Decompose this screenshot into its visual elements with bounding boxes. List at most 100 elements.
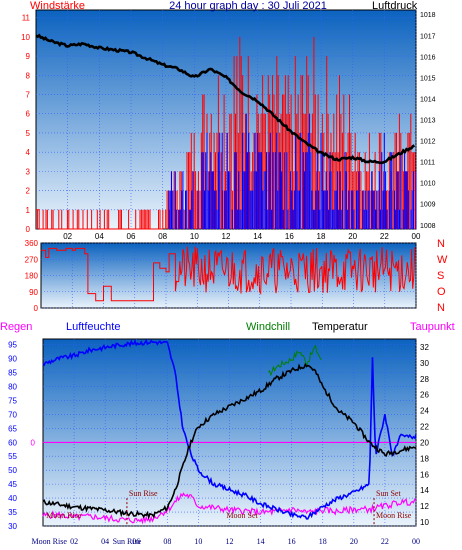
x-tick-label: 22	[381, 537, 389, 546]
y-tick-label-humidity: 30	[8, 522, 17, 531]
y-tick-label-temperature: 30	[420, 359, 429, 368]
y-tick-label-direction: 360	[25, 239, 39, 248]
event-label: Moon Rise	[376, 511, 412, 520]
x-tick-label: 14	[253, 232, 262, 241]
wind-pressure-axes: 0123456789101110081009101010111012101310…	[21, 12, 436, 241]
y-tick-label-temperature: 10	[420, 518, 429, 527]
rain-label: Regen	[0, 321, 32, 333]
y-tick-label-temperature: 18	[420, 454, 429, 463]
y-tick-label-humidity: 50	[8, 466, 17, 475]
y-tick-label-pressure: 1018	[420, 12, 436, 19]
x-tick-label: 06	[127, 232, 136, 241]
pressure-right-label: Luftdruck	[372, 0, 418, 12]
wind-direction-series	[41, 246, 416, 302]
y-tick-label-humidity: 80	[8, 382, 17, 391]
y-tick-label-wind: 11	[22, 14, 31, 23]
y-tick-label-direction: 0	[34, 304, 39, 313]
y-tick-label-wind: 7	[26, 91, 31, 100]
y-tick-label-humidity: 70	[8, 410, 17, 419]
wind-pressure-series	[35, 33, 417, 230]
x-tick-label: 00	[412, 232, 421, 241]
x-tick-label: 16	[288, 537, 296, 546]
temp-humidity-series	[42, 338, 417, 526]
pressure-line	[35, 33, 416, 165]
temp-humidity-axes: 30 35 40 45 50 55 60 65 70 75 80 85 90 95 10 12 14 16 18 20…	[8, 341, 429, 546]
dewpoint-label: Taupunkt	[410, 321, 455, 333]
y-tick-label-temperature: 32	[420, 343, 429, 352]
event-label: Moon Rise	[46, 511, 82, 520]
compass-label: O	[437, 286, 446, 298]
temperature-label: Temperatur	[312, 321, 368, 333]
humidity-line	[42, 338, 417, 520]
compass-label: W	[437, 254, 448, 266]
y-tick-label-wind: 1	[26, 206, 31, 215]
y-tick-label-humidity: 95	[8, 341, 17, 350]
y-tick-label-pressure: 1013	[420, 118, 436, 125]
y-tick-label-humidity: 55	[8, 452, 17, 461]
x-tick-label: 08	[163, 537, 171, 546]
x-tick-label: 20	[350, 537, 358, 546]
y-tick-label-pressure: 1009	[420, 202, 436, 209]
y-tick-label-pressure: 1008	[420, 223, 436, 230]
y-tick-label-temperature: 28	[420, 375, 429, 384]
rain-tick-label: 0	[31, 438, 36, 447]
event-label: Sun Rise	[129, 489, 158, 498]
y-tick-label-pressure: 1011	[420, 160, 435, 167]
wind-left-label: Windstärke	[30, 0, 85, 12]
x-tick-label: 22	[380, 232, 389, 241]
y-tick-label-temperature: 24	[420, 407, 429, 416]
x-tick-label: 08	[158, 232, 167, 241]
x-tick-label: 00	[412, 537, 420, 546]
y-tick-label-humidity: 60	[8, 438, 17, 447]
y-tick-label-wind: 9	[26, 52, 31, 61]
y-tick-label-temperature: 12	[420, 502, 429, 511]
y-tick-label-pressure: 1017	[420, 33, 436, 40]
y-tick-label-direction: 270	[25, 255, 39, 264]
y-tick-label-pressure: 1015	[420, 75, 436, 82]
x-tick-label: 02	[70, 537, 78, 546]
wind-early-line	[36, 209, 163, 230]
y-tick-label-wind: 0	[26, 225, 31, 234]
x-tick-label: 14	[257, 537, 265, 546]
wind-mean-line	[168, 113, 417, 229]
x-tick-label: Moon Rise	[32, 537, 68, 546]
event-label: Sun Set	[376, 489, 401, 498]
x-tick-label: 02	[63, 232, 72, 241]
y-tick-label-pressure: 1010	[420, 181, 436, 188]
y-tick-label-temperature: 20	[420, 438, 429, 447]
y-tick-label-humidity: 40	[8, 494, 17, 503]
y-tick-label-temperature: 16	[420, 470, 429, 479]
x-tick-label: 18	[317, 232, 326, 241]
x-tick-label: 12	[226, 537, 234, 546]
dewpoint-line	[42, 492, 417, 525]
x-tick-label: 06	[132, 537, 140, 546]
y-tick-label-wind: 5	[26, 129, 31, 138]
y-tick-label-wind: 4	[26, 148, 31, 157]
x-tick-label: 20	[348, 232, 357, 241]
y-tick-label-wind: 2	[26, 187, 31, 196]
windchill-line	[268, 344, 322, 377]
temperature-line	[42, 362, 417, 520]
y-tick-label-temperature: 26	[420, 391, 429, 400]
y-tick-label-wind: 6	[26, 110, 31, 119]
y-tick-label-humidity: 45	[8, 480, 17, 489]
compass-label: N	[437, 238, 445, 250]
compass-label: N	[437, 302, 445, 314]
x-tick-label: Sun Rise	[113, 537, 142, 546]
y-tick-label-wind: 8	[26, 71, 31, 80]
y-tick-label-humidity: 35	[8, 508, 17, 517]
x-tick-label: 04	[95, 232, 104, 241]
x-tick-label: 10	[194, 537, 202, 546]
x-tick-label: 16	[285, 232, 294, 241]
y-tick-label-humidity: 90	[8, 355, 17, 364]
x-tick-label: 18	[319, 537, 327, 546]
wind-direction-line	[41, 246, 416, 302]
humidity-label: Luftfeuchte	[66, 321, 120, 333]
y-tick-label-pressure: 1014	[420, 96, 436, 103]
y-tick-label-humidity: 75	[8, 396, 17, 405]
compass-label: S	[437, 270, 444, 282]
event-label: Moon Set	[226, 511, 258, 520]
y-tick-label-direction: 90	[29, 288, 38, 297]
y-tick-label-pressure: 1012	[420, 139, 436, 146]
